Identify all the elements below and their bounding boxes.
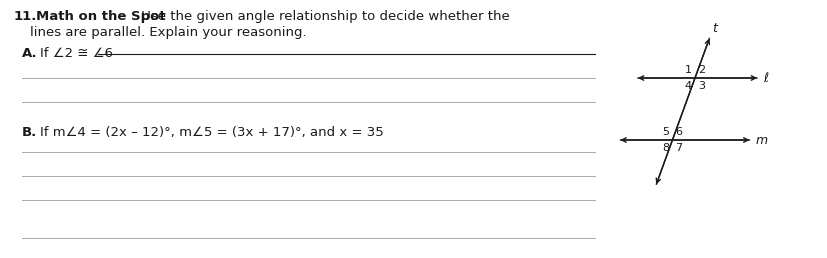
Text: Use the given angle relationship to decide whether the: Use the given angle relationship to deci… [136,10,509,23]
Text: 2: 2 [697,65,705,75]
Text: m: m [754,133,767,147]
Text: 7: 7 [675,143,681,153]
Text: 11.: 11. [14,10,37,23]
Text: t: t [711,22,716,35]
Text: 6: 6 [675,127,681,137]
Text: lines are parallel. Explain your reasoning.: lines are parallel. Explain your reasoni… [30,26,306,39]
Text: 8: 8 [662,143,668,153]
Text: 3: 3 [697,81,704,91]
Text: If m∠4 = (2x – 12)°, m∠5 = (3x + 17)°, and x = 35: If m∠4 = (2x – 12)°, m∠5 = (3x + 17)°, a… [40,126,383,139]
Text: If ∠2 ≅ ∠6: If ∠2 ≅ ∠6 [40,47,112,60]
Text: B.: B. [22,126,37,139]
Text: A.: A. [22,47,37,60]
Text: 5: 5 [662,127,668,137]
Text: ℓ: ℓ [762,71,767,85]
Text: 1: 1 [684,65,691,75]
Text: Math on the Spot: Math on the Spot [36,10,165,23]
Text: 4: 4 [684,81,691,91]
